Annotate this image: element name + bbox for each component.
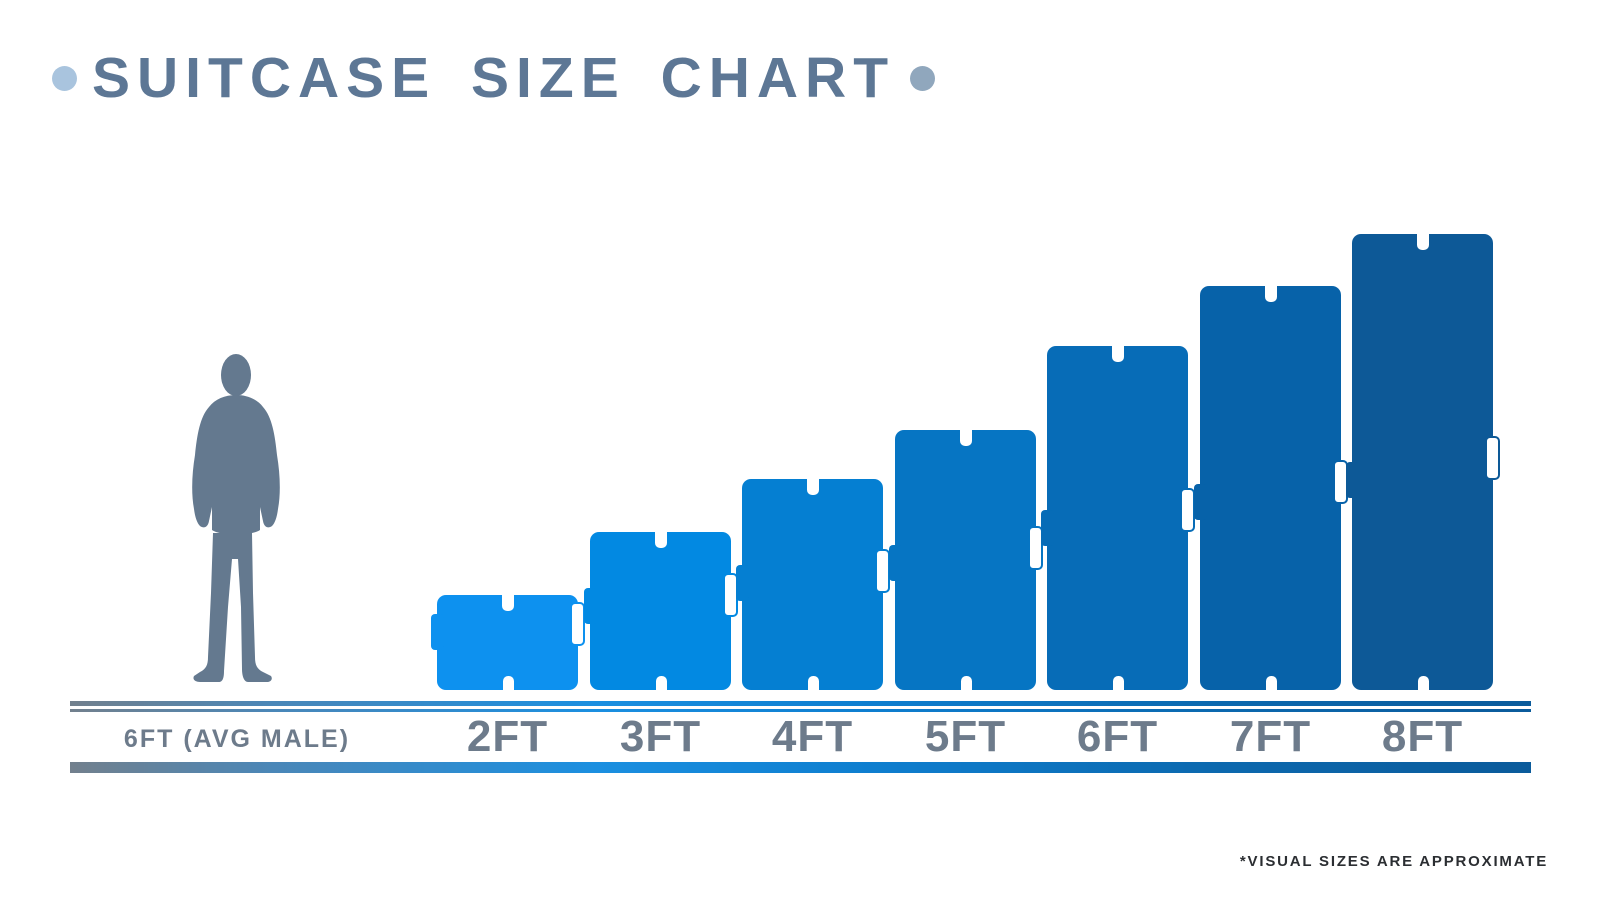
header: SUITCASE SIZE CHART	[52, 46, 936, 110]
top-handle-notch-icon	[1264, 285, 1277, 302]
suitcase-4ft	[736, 478, 890, 691]
suitcase-7ft	[1194, 285, 1348, 691]
top-handle-notch-icon	[501, 594, 514, 611]
side-handle-right-icon	[1180, 487, 1195, 532]
suitcase-5ft	[889, 429, 1043, 691]
bottom-notch-icon	[807, 676, 819, 691]
top-handle-notch-icon	[959, 429, 972, 446]
bottom-notch-icon	[1265, 676, 1277, 691]
bottom-notch-icon	[960, 676, 972, 691]
top-handle-notch-icon	[806, 478, 819, 495]
man-silhouette	[192, 354, 280, 682]
suitcase-2ft	[431, 594, 585, 691]
title-right-dot-icon	[910, 66, 936, 91]
ground-line-thin	[70, 709, 1531, 712]
bottom-notch-icon	[502, 676, 514, 691]
title-left-dot-icon	[52, 66, 77, 91]
side-handle-left-icon	[431, 614, 444, 651]
size-label-8ft: 8FT	[1381, 712, 1464, 761]
bottom-notch-icon	[1112, 676, 1124, 691]
size-label-4ft: 4FT	[771, 712, 854, 761]
ground-line	[70, 701, 1531, 706]
footnote: *VISUAL SIZES ARE APPROXIMATE	[1239, 853, 1548, 870]
bottom-notch-icon	[1417, 676, 1429, 691]
size-label-2ft: 2FT	[466, 712, 549, 761]
bottom-notch-icon	[655, 676, 667, 691]
labels-row: 6FT (AVG MALE) 2FT 3FT 4FT 5FT 6FT 7FT 8FT	[0, 712, 1600, 764]
size-label-3ft: 3FT	[619, 712, 702, 761]
size-label-5ft: 5FT	[924, 712, 1007, 761]
side-handle-left-icon	[1346, 462, 1359, 499]
side-handle-left-icon	[584, 587, 597, 624]
side-handle-left-icon	[736, 565, 749, 602]
side-handle-left-icon	[1041, 509, 1054, 546]
size-label-6ft: 6FT	[1076, 712, 1159, 761]
top-handle-notch-icon	[1111, 345, 1124, 362]
size-label-7ft: 7FT	[1229, 712, 1312, 761]
side-handle-right-icon	[1028, 526, 1043, 571]
suitcase-6ft	[1041, 345, 1195, 691]
side-handle-right-icon	[1485, 436, 1500, 481]
suitcase-8ft	[1346, 233, 1500, 691]
side-handle-right-icon	[570, 602, 585, 647]
reference-label: 6FT (AVG MALE)	[123, 725, 351, 753]
suitcase-3ft	[584, 531, 738, 691]
side-handle-left-icon	[1194, 484, 1207, 521]
side-handle-left-icon	[889, 544, 902, 581]
page-title: SUITCASE SIZE CHART	[92, 46, 896, 110]
top-handle-notch-icon	[1416, 233, 1429, 250]
bottom-gradient-bar	[70, 762, 1531, 773]
side-handle-right-icon	[875, 548, 890, 593]
top-handle-notch-icon	[654, 531, 667, 548]
